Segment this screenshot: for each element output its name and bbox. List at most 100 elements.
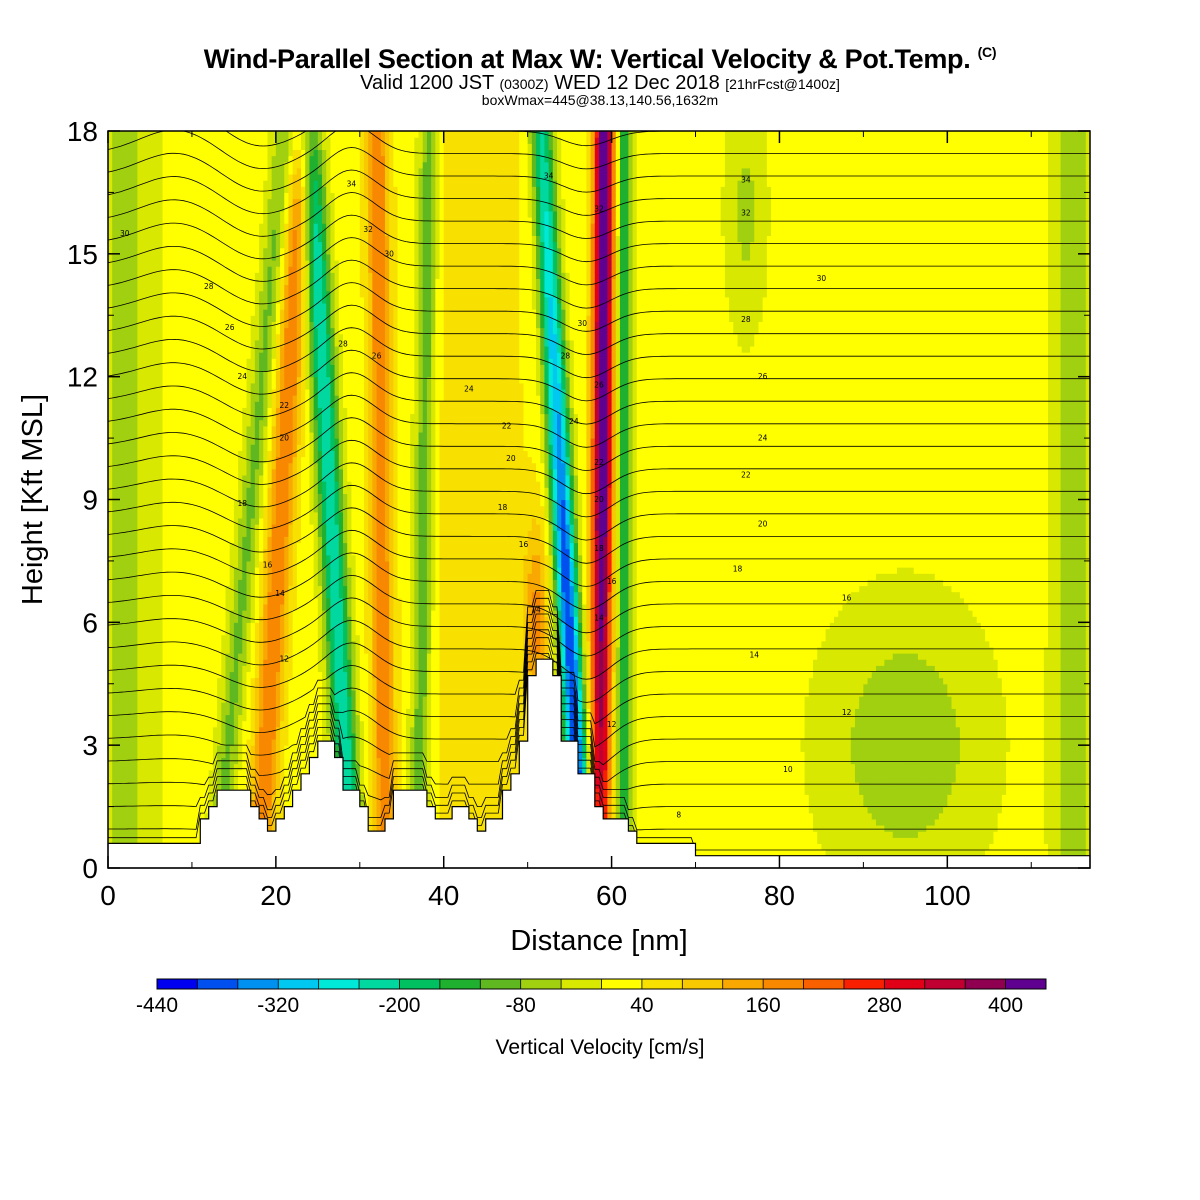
velocity-cell — [167, 813, 172, 820]
velocity-cell — [171, 309, 176, 316]
velocity-cell — [129, 149, 134, 156]
velocity-cell — [251, 579, 256, 586]
velocity-cell — [192, 260, 197, 267]
velocity-cell — [226, 143, 231, 150]
velocity-cell — [259, 266, 264, 273]
velocity-cell — [171, 616, 176, 623]
velocity-cell — [175, 174, 180, 181]
velocity-cell — [150, 702, 155, 709]
velocity-cell — [129, 285, 134, 292]
velocity-cell — [221, 610, 226, 617]
velocity-cell — [154, 383, 159, 390]
velocity-cell — [238, 346, 243, 353]
velocity-cell — [142, 438, 147, 445]
velocity-cell — [125, 309, 130, 316]
velocity-cell — [163, 260, 168, 267]
velocity-cell — [255, 266, 260, 273]
velocity-cell — [251, 512, 256, 519]
velocity-cell — [125, 721, 130, 728]
velocity-cell — [238, 549, 243, 556]
velocity-cell — [221, 481, 226, 488]
velocity-cell — [209, 549, 214, 556]
velocity-cell — [116, 321, 121, 328]
velocity-cell — [150, 346, 155, 353]
velocity-cell — [246, 248, 251, 255]
velocity-cell — [112, 770, 117, 777]
velocity-cell — [267, 463, 272, 470]
velocity-cell — [142, 450, 147, 457]
velocity-cell — [167, 174, 172, 181]
velocity-cell — [213, 414, 218, 421]
velocity-cell — [184, 727, 189, 734]
velocity-cell — [221, 156, 226, 163]
velocity-cell — [167, 457, 172, 464]
velocity-cell — [251, 223, 256, 230]
velocity-cell — [116, 401, 121, 408]
velocity-cell — [188, 186, 193, 193]
velocity-cell — [137, 334, 142, 341]
velocity-cell — [221, 764, 226, 771]
velocity-cell — [246, 518, 251, 525]
velocity-cell — [255, 536, 260, 543]
velocity-cell — [217, 291, 222, 298]
velocity-cell — [272, 199, 277, 206]
velocity-cell — [242, 733, 247, 740]
velocity-cell — [221, 751, 226, 758]
velocity-cell — [175, 592, 180, 599]
velocity-cell — [179, 604, 184, 611]
velocity-cell — [217, 364, 222, 371]
velocity-cell — [196, 592, 201, 599]
velocity-cell — [209, 727, 214, 734]
velocity-cell — [200, 770, 205, 777]
velocity-cell — [116, 721, 121, 728]
velocity-cell — [125, 635, 130, 642]
velocity-cell — [238, 223, 243, 230]
velocity-cell — [251, 481, 256, 488]
velocity-cell — [276, 690, 281, 697]
velocity-cell — [146, 739, 151, 746]
velocity-cell — [272, 420, 277, 427]
velocity-cell — [150, 819, 155, 826]
velocity-cell — [267, 469, 272, 476]
velocity-cell — [112, 518, 117, 525]
velocity-cell — [133, 788, 138, 795]
velocity-cell — [129, 272, 134, 279]
velocity-cell — [230, 377, 235, 384]
velocity-cell — [129, 469, 134, 476]
velocity-cell — [150, 297, 155, 304]
velocity-cell — [196, 770, 201, 777]
velocity-cell — [171, 807, 176, 814]
velocity-cell — [167, 272, 172, 279]
velocity-cell — [259, 315, 264, 322]
velocity-cell — [146, 776, 151, 783]
velocity-cell — [125, 149, 130, 156]
velocity-cell — [154, 831, 159, 838]
velocity-cell — [242, 641, 247, 648]
velocity-cell — [267, 291, 272, 298]
velocity-cell — [137, 653, 142, 660]
velocity-cell — [209, 260, 214, 267]
velocity-cell — [192, 684, 197, 691]
velocity-cell — [150, 727, 155, 734]
velocity-cell — [129, 585, 134, 592]
velocity-cell — [184, 721, 189, 728]
velocity-cell — [276, 156, 281, 163]
velocity-cell — [242, 622, 247, 629]
velocity-cell — [217, 174, 222, 181]
velocity-cell — [246, 622, 251, 629]
velocity-cell — [146, 321, 151, 328]
velocity-cell — [259, 800, 264, 807]
velocity-cell — [255, 407, 260, 414]
velocity-cell — [230, 414, 235, 421]
velocity-cell — [121, 604, 126, 611]
velocity-cell — [150, 352, 155, 359]
velocity-cell — [276, 463, 281, 470]
velocity-cell — [255, 334, 260, 341]
velocity-cell — [137, 592, 142, 599]
velocity-cell — [242, 573, 247, 580]
velocity-cell — [205, 260, 210, 267]
velocity-cell — [196, 635, 201, 642]
velocity-cell — [213, 149, 218, 156]
velocity-cell — [150, 321, 155, 328]
velocity-cell — [272, 764, 277, 771]
